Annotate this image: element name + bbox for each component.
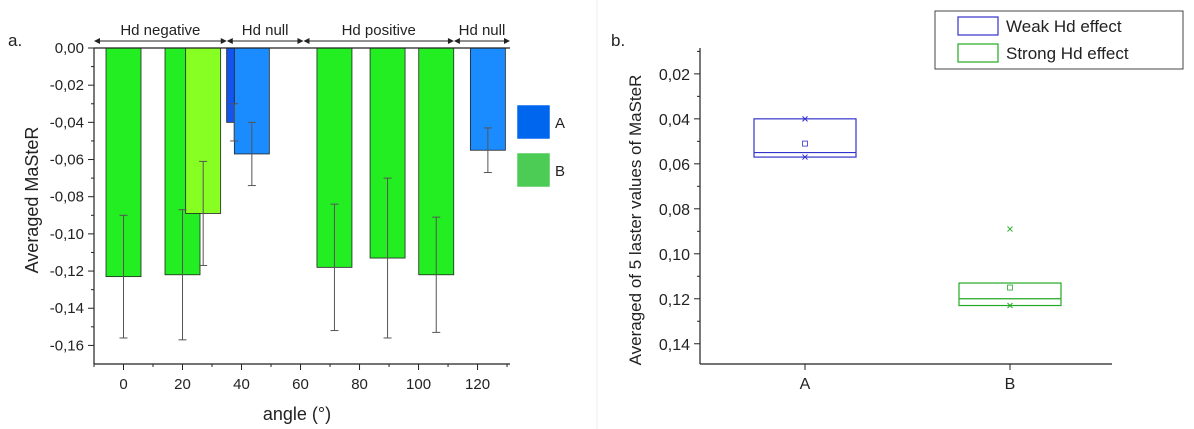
- x-tick-label: 120: [465, 376, 490, 393]
- legend-box: [934, 10, 1184, 70]
- region-arrowhead: [226, 38, 233, 44]
- legend-label: Weak Hd effect: [1006, 17, 1122, 36]
- x-tick-label: 20: [174, 376, 191, 393]
- x-tick-label: A: [800, 376, 811, 393]
- box: [753, 118, 857, 158]
- legend-swatch: [957, 43, 999, 63]
- outlier-marker: [802, 115, 808, 122]
- y-tick-label: 0,04: [659, 112, 690, 129]
- chart-panel-a: a. Averaged MaSteR angle (°) 0,00 -0,02 -0…: [8, 22, 565, 424]
- panel-a-xlabel: angle (°): [263, 404, 331, 424]
- y-tick-label: 0,14: [659, 337, 690, 354]
- legend-label: B: [555, 163, 565, 180]
- panel-b-label: b.: [611, 31, 625, 50]
- x-tick-label: 60: [292, 376, 309, 393]
- y-tick-label: 0,10: [659, 247, 690, 264]
- y-tick-label: -0,02: [50, 77, 84, 94]
- legend-label: Strong Hd effect: [1006, 44, 1129, 63]
- outlier-marker: [1007, 226, 1013, 232]
- y-tick-label: 0,06: [659, 157, 690, 174]
- mean-marker: [802, 140, 808, 147]
- x-tick-label: B: [1005, 376, 1016, 393]
- y-tick-label: 0,02: [659, 67, 690, 84]
- region-arrowhead: [447, 38, 454, 44]
- y-tick-label: 0,08: [659, 202, 690, 219]
- x-tick-label: 0: [119, 376, 127, 393]
- region-arrowhead: [453, 38, 460, 44]
- legend-label: A: [555, 115, 565, 132]
- y-tick-label: -0,06: [50, 152, 84, 169]
- region-arrowhead: [303, 38, 310, 44]
- region-arrowhead: [297, 38, 304, 44]
- y-tick-label: 0,00: [55, 40, 84, 57]
- y-tick-label: -0,14: [50, 300, 84, 317]
- outlier-marker: [802, 154, 808, 160]
- y-tick-label: -0,08: [50, 189, 84, 206]
- region-label: Hd positive: [342, 22, 416, 39]
- region-label: Hd null: [242, 22, 289, 39]
- legend-swatch: [516, 152, 551, 188]
- mean-marker: [1007, 284, 1013, 291]
- legend-swatch: [957, 16, 999, 36]
- y-tick-label: -0,04: [50, 114, 84, 131]
- panel-b-ylabel: Averaged of 5 laster values of MaSteR: [626, 75, 645, 366]
- y-tick-label: -0,16: [50, 337, 84, 354]
- region-label: Hd null: [459, 22, 506, 39]
- x-tick-label: 80: [351, 376, 368, 393]
- panel-a-label: a.: [8, 31, 22, 50]
- chart-panel-b: b. Averaged of 5 laster values of MaSteR…: [611, 10, 1184, 393]
- region-arrowhead: [94, 38, 100, 44]
- region-arrowhead: [220, 38, 227, 44]
- x-tick-label: 100: [406, 376, 431, 393]
- outlier-marker: [1007, 302, 1013, 309]
- box: [958, 282, 1062, 307]
- y-tick-label: -0,10: [50, 226, 84, 243]
- y-tick-label: -0,12: [50, 263, 84, 280]
- x-tick-label: 40: [233, 376, 250, 393]
- legend-swatch: [516, 104, 551, 140]
- region-label: Hd negative: [120, 22, 200, 39]
- panel-a-ylabel: Averaged MaSteR: [22, 127, 42, 274]
- y-tick-label: 0,12: [659, 292, 690, 309]
- region-arrowhead: [504, 38, 510, 44]
